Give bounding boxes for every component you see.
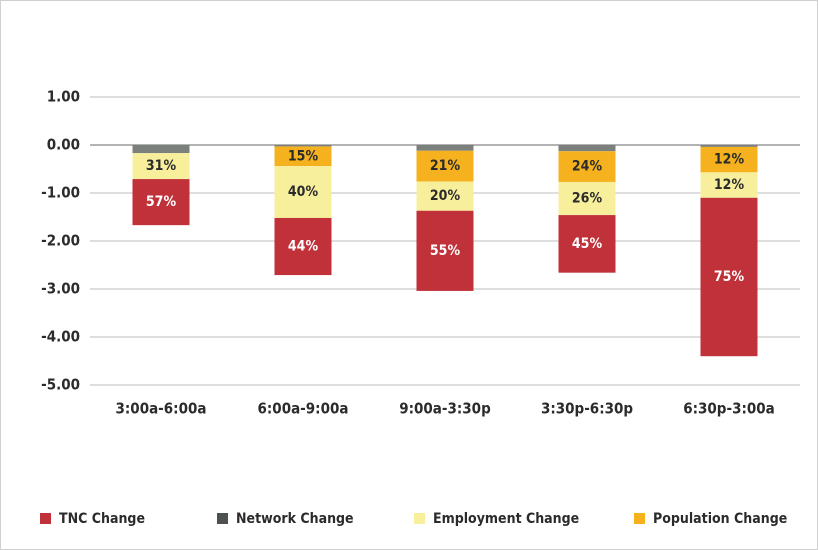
- data-label: 40%: [288, 184, 319, 200]
- bar-segment: [558, 181, 616, 216]
- bar-segment: [132, 145, 190, 154]
- legend-swatch: [634, 513, 645, 524]
- bar-segment: [416, 181, 474, 211]
- x-tick-label: 3:00a-6:00a: [116, 400, 207, 418]
- bar-segment: [558, 145, 616, 152]
- bar-segment: [558, 215, 616, 273]
- data-label: 12%: [714, 177, 745, 193]
- bar-segment: [274, 146, 332, 167]
- bar-segment: [274, 145, 332, 147]
- y-tick-label: -4.00: [41, 328, 80, 346]
- data-label: 21%: [430, 158, 461, 174]
- data-label: 45%: [572, 236, 603, 252]
- bar-segment: [700, 197, 758, 357]
- bar-segment: [274, 166, 332, 218]
- legend-label: Network Change: [236, 511, 354, 527]
- data-label: 57%: [146, 194, 177, 210]
- bar-segment: [700, 145, 758, 147]
- bar-segment: [416, 150, 474, 182]
- data-label: 15%: [288, 148, 319, 164]
- data-label: 55%: [430, 243, 461, 259]
- bar-segment: [700, 146, 758, 173]
- x-tick-label: 3:30p-6:30p: [541, 400, 633, 418]
- y-tick-label: -5.00: [41, 376, 80, 394]
- data-label: 20%: [430, 188, 461, 204]
- data-label: 75%: [714, 269, 745, 285]
- data-label: 12%: [714, 152, 745, 168]
- legend-swatch: [414, 513, 425, 524]
- y-tick-label: 1.00: [47, 88, 80, 106]
- bar-segment: [132, 153, 190, 180]
- data-label: 31%: [146, 158, 177, 174]
- y-tick-label: -2.00: [41, 232, 80, 250]
- legend-label: Population Change: [653, 511, 787, 527]
- data-label: 26%: [572, 191, 603, 207]
- x-tick-label: 6:30p-3:00a: [683, 400, 775, 418]
- bar-segment: [416, 145, 474, 151]
- legend-swatch: [40, 513, 51, 524]
- bar-segment: [700, 172, 758, 198]
- x-tick-label: 6:00a-9:00a: [258, 400, 349, 418]
- data-label: 44%: [288, 239, 319, 255]
- legend-label: TNC Change: [59, 511, 145, 527]
- bar-segment: [416, 210, 474, 291]
- x-tick-label: 9:00a-3:30p: [399, 400, 491, 418]
- legend-label: Employment Change: [433, 511, 579, 527]
- bar-segment: [132, 179, 190, 226]
- y-tick-label: 0.00: [47, 136, 80, 154]
- data-label: 24%: [572, 159, 603, 175]
- bar-segment: [274, 217, 332, 276]
- bar-segment: [558, 151, 616, 182]
- y-tick-label: -1.00: [41, 184, 80, 202]
- y-tick-label: -3.00: [41, 280, 80, 298]
- legend-swatch: [217, 513, 228, 524]
